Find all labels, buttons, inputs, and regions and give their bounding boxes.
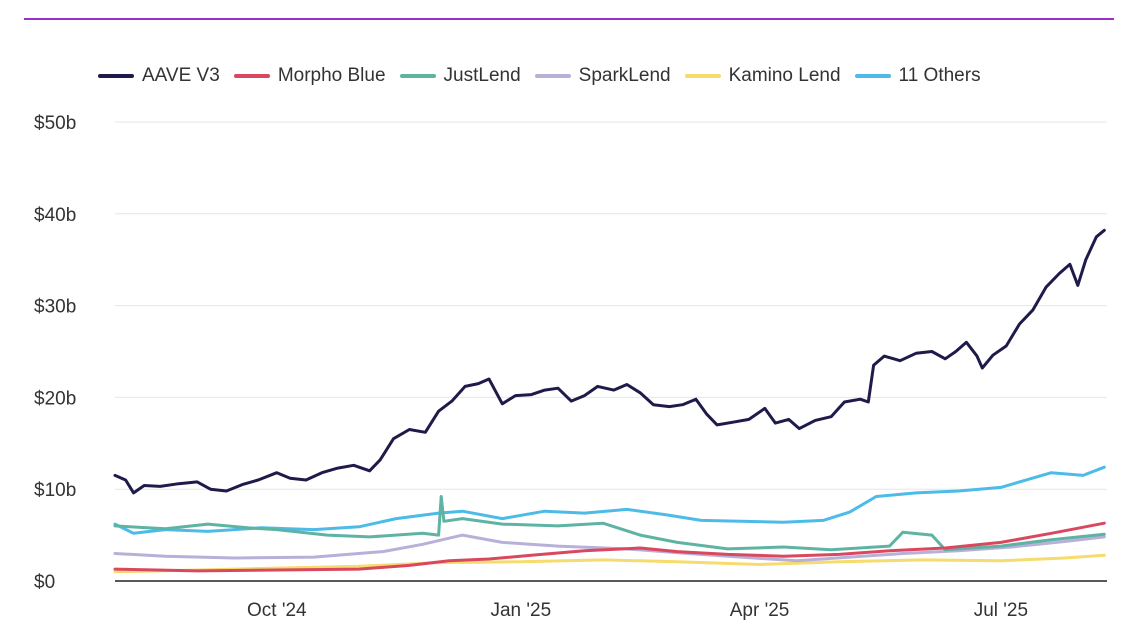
legend-item[interactable]: Kamino Lend [684,65,841,87]
x-tick-label: Jul '25 [974,600,1028,621]
x-tick-label: Oct '24 [247,600,307,621]
legend-swatch [233,74,270,78]
legend-item[interactable]: Morpho Blue [233,65,386,87]
series-line-kamino-lend [113,553,1106,574]
series-line-aave-v3 [113,228,1106,495]
legend-label: SparkLend [578,65,671,86]
legend-swatch [854,74,891,78]
x-tick-label: Apr '25 [730,600,790,621]
legend-item[interactable]: SparkLend [534,65,671,87]
legend-label: JustLend [443,65,521,86]
legend-item[interactable]: JustLend [399,65,521,87]
chart-legend: AAVE V3 Morpho Blue JustLend SparkLend Kamin… [98,62,995,90]
legend-swatch [98,74,134,78]
top-divider [24,18,1114,20]
legend-label: Kamino Lend [728,65,841,86]
legend-item[interactable]: AAVE V3 [98,65,220,87]
y-tick-label: $40b [34,205,76,226]
legend-label: Morpho Blue [277,65,386,86]
y-tick-label: $50b [34,113,76,134]
y-tick-label: $20b [34,388,76,409]
y-tick-label: $10b [34,480,76,501]
series-line-morpho-blue [113,521,1106,573]
x-tick-label: Jan '25 [490,600,551,621]
legend-swatch [684,74,721,78]
legend-swatch [399,74,436,78]
series-line-justlend [113,495,1106,552]
y-tick-label: $30b [34,297,76,318]
legend-label: AAVE V3 [142,65,220,86]
legend-swatch [534,74,571,78]
y-tick-label: $0 [34,572,55,593]
legend-label: 11 Others [898,65,981,86]
legend-item[interactable]: 11 Others [854,65,981,87]
